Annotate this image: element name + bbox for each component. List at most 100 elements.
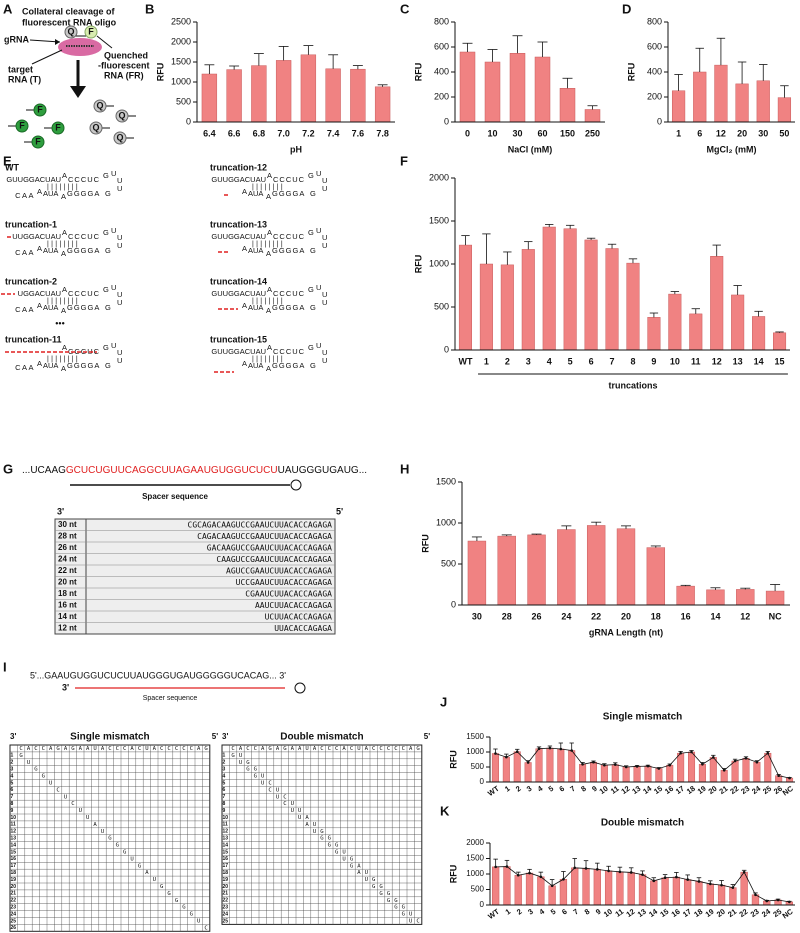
bar xyxy=(650,880,658,906)
fluor-text: F xyxy=(37,104,43,114)
bar xyxy=(548,885,556,906)
mismatch-base: G xyxy=(167,891,171,897)
header-base: G xyxy=(268,746,272,752)
row-number: 4 xyxy=(11,773,14,779)
mismatch-base: G xyxy=(246,767,250,773)
x-tick-label: 6.6 xyxy=(228,128,241,138)
x-tick-label: 3 xyxy=(526,356,531,366)
row-label: 22 nt xyxy=(58,566,77,575)
header-base: A xyxy=(27,746,31,752)
bar xyxy=(542,226,556,351)
row-number: 5 xyxy=(223,780,226,786)
bulge2: A xyxy=(266,306,271,315)
y-tick-label: 2500 xyxy=(171,16,191,26)
bar xyxy=(513,751,521,783)
row-seq: GACAAGUCCGAAUCUUACACCAGAGA xyxy=(207,543,332,552)
row-seq: CAAGUCCGAAUCUUACACCAGAGA xyxy=(216,555,332,564)
row-number: 9 xyxy=(11,808,14,814)
bar xyxy=(735,83,749,123)
fluorophore xyxy=(31,135,45,149)
row-seq: CAGACAAGUCCGAAUCUUACACCAGAGA xyxy=(197,532,332,541)
x-tick-label: 4 xyxy=(536,783,545,793)
bar xyxy=(736,589,755,606)
pairs: |||||||| xyxy=(252,298,285,305)
x-tick-label: 8 xyxy=(579,784,588,794)
x-tick-label: 20 xyxy=(737,128,747,138)
inner: AUA xyxy=(248,189,263,198)
y-tick-label: 2000 xyxy=(429,172,449,182)
mismatch-base: G xyxy=(246,760,250,766)
error-bar xyxy=(740,587,751,590)
bulge: A xyxy=(267,228,272,237)
bar xyxy=(350,68,366,123)
header-base: C xyxy=(246,746,249,752)
row-number: 18 xyxy=(223,870,229,876)
target-label: target xyxy=(8,64,33,74)
bar xyxy=(534,56,551,123)
bar xyxy=(627,872,635,906)
trend-point xyxy=(592,760,595,764)
trend-point xyxy=(657,767,661,770)
trend-point xyxy=(701,763,704,766)
trend-point xyxy=(613,763,617,766)
strand-tail: CAA xyxy=(15,363,35,372)
end-3: 3' xyxy=(222,732,228,741)
stem: GGGGA xyxy=(272,303,305,312)
mismatch-base: A xyxy=(305,815,309,821)
mismatch-base: U xyxy=(239,753,242,759)
x-tick-label: 4 xyxy=(547,356,552,366)
x-tick-label: 2 xyxy=(505,356,510,366)
row-number: 15 xyxy=(11,849,17,855)
error-bar xyxy=(537,41,548,57)
y-tick-label: 2000 xyxy=(171,36,191,46)
header-base: C xyxy=(108,746,111,752)
row-number: 20 xyxy=(11,884,17,890)
x-tick-label: 11 xyxy=(609,784,621,796)
y-tick-label: 0 xyxy=(657,116,662,126)
joint: A xyxy=(242,301,247,310)
bulge2: A xyxy=(266,249,271,258)
quenched-label: -fluorescent xyxy=(98,60,150,70)
spacer-end xyxy=(294,682,306,694)
bar xyxy=(666,764,674,783)
pairs: |||||||| xyxy=(252,356,285,363)
x-tick-label: 0 xyxy=(465,128,470,138)
row-number: 19 xyxy=(223,877,229,883)
row-number: 16 xyxy=(223,856,229,862)
fluorophore xyxy=(84,25,98,39)
bar xyxy=(586,525,606,606)
row-number: 23 xyxy=(11,904,17,910)
x-tick-label: 4 xyxy=(538,906,547,916)
stem: CCCUC xyxy=(273,347,305,356)
bar xyxy=(491,753,499,783)
stem: GGGGA xyxy=(67,189,100,198)
row-number: 26 xyxy=(11,925,17,931)
row-label: 20 nt xyxy=(58,577,77,586)
inner: AUA xyxy=(43,246,58,255)
error-bar xyxy=(461,235,470,246)
spacer-label: Spacer sequence xyxy=(143,695,198,702)
row-number: 24 xyxy=(223,911,229,917)
x-tick-label: 7 xyxy=(610,356,615,366)
x-tick-label: 10 xyxy=(487,128,497,138)
chart-title: Double mismatch xyxy=(601,818,684,829)
x-tick-label: NC xyxy=(781,907,796,921)
header-base: A xyxy=(86,746,90,752)
y-tick-label: 500 xyxy=(176,96,191,106)
row-number: 2 xyxy=(11,760,14,766)
mismatch-base: C xyxy=(268,780,271,786)
x-axis-title: gRNA Length (nt) xyxy=(589,627,663,637)
y-tick-label: 200 xyxy=(647,91,662,101)
mismatch-base: G xyxy=(335,843,339,849)
row-number: 21 xyxy=(11,891,17,897)
header-base: C xyxy=(160,746,163,752)
mismatch-base: U xyxy=(276,787,279,793)
seq-spacer: GCUCUGUUCAGGCUUAGAAUGUGGUCUCU xyxy=(66,465,278,476)
mismatch-base: G xyxy=(190,912,194,918)
bulge: A xyxy=(62,228,67,237)
bar xyxy=(502,756,510,783)
panel-letter: C xyxy=(400,1,410,16)
row-number: 11 xyxy=(11,822,17,828)
row-number: 12 xyxy=(223,829,229,835)
error-bar xyxy=(278,46,289,61)
